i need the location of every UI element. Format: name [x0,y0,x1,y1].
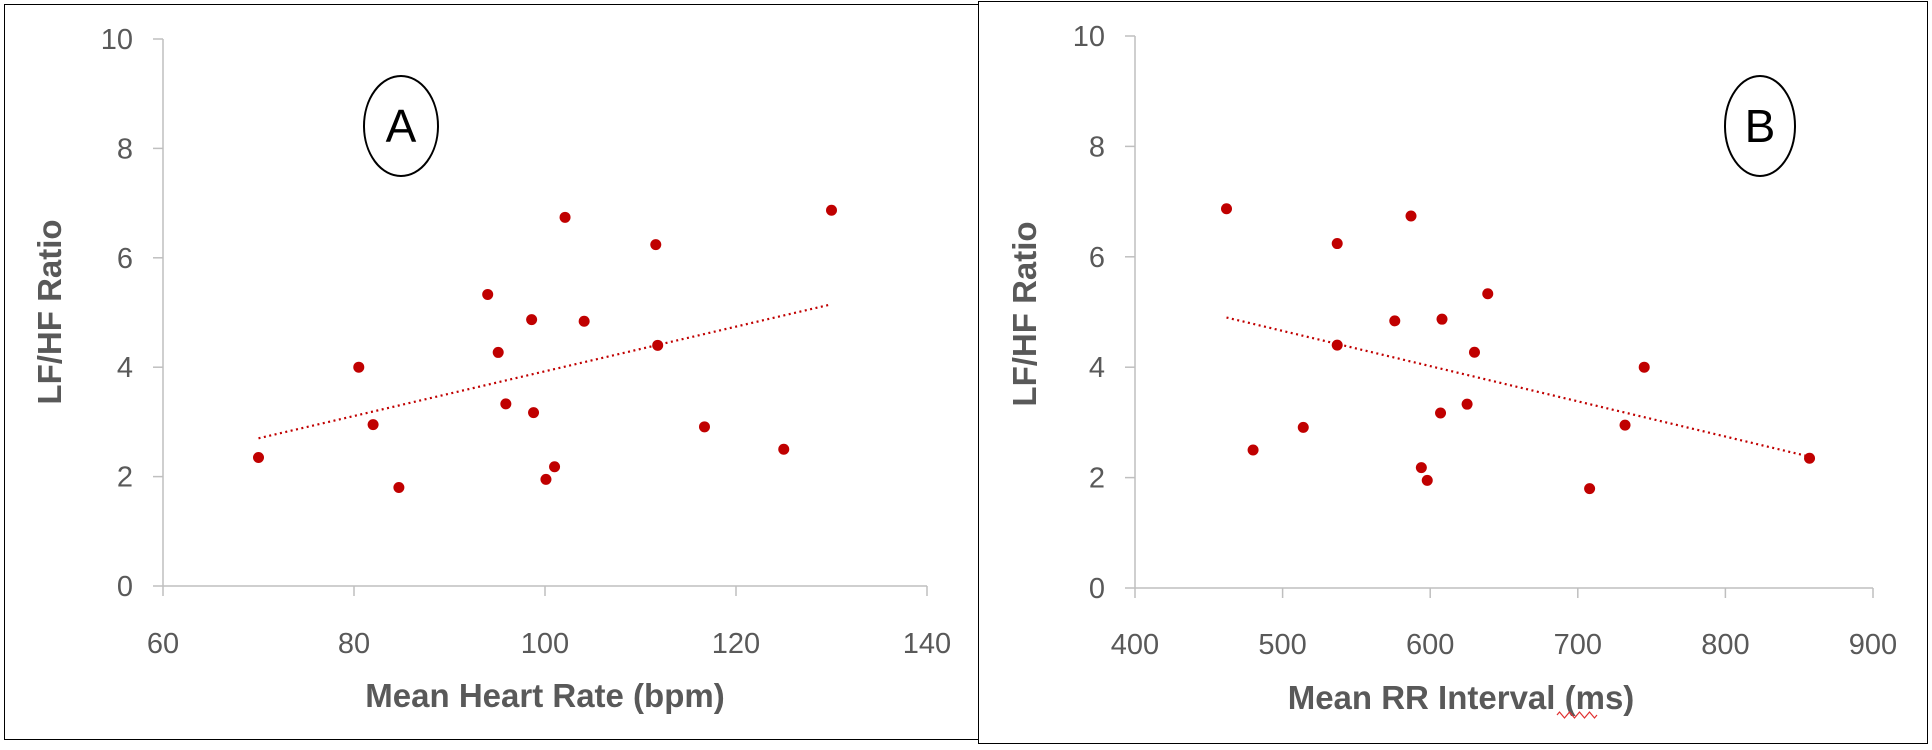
data-point [500,398,512,410]
y-tick-label: 4 [117,352,133,384]
x-tick-label: 120 [712,628,760,660]
y-tick-label: 8 [1089,131,1105,163]
data-point [578,315,590,327]
data-point [1405,210,1417,222]
data-point [1389,315,1401,327]
data-point [528,407,540,419]
spellcheck-squiggle [1556,711,1598,719]
trendline [258,303,832,440]
y-tick-label: 2 [117,462,133,494]
x-tick-label: 140 [903,628,951,660]
data-point [1619,419,1631,431]
data-point [1461,398,1473,410]
data-point [778,443,790,455]
trendline [1226,316,1810,458]
y-tick-label: 6 [117,243,133,275]
y-axis-title: LF/HF Ratio [1006,221,1043,406]
x-tick-label: 400 [1111,629,1159,661]
data-point [1584,483,1596,495]
data-point [482,288,494,300]
x-tick-label: 500 [1258,629,1306,661]
data-point [1638,361,1650,373]
data-point [492,346,504,358]
x-tick-label: 80 [338,628,370,660]
data-point [1468,346,1480,358]
data-point [540,473,552,485]
data-point [1247,444,1259,456]
data-point [1221,203,1233,215]
y-tick-label: 2 [1089,463,1105,495]
data-point [1482,288,1494,300]
data-point [549,461,561,473]
panel-label-oval [1724,75,1796,177]
data-point [353,361,365,373]
y-tick-label: 4 [1089,352,1105,384]
panel-label: B [1745,100,1776,152]
chart-b-svg: 0 2 4 6 8 10 400 500 600 700 800 900 Mean RR Interva… [1006,21,1897,719]
y-tick-label: 6 [1089,242,1105,274]
data-point [1804,452,1816,464]
y-tick-label: 0 [1089,573,1105,605]
x-tick-label: 60 [147,628,179,660]
panel-label: A [386,100,417,152]
x-axis-title: Mean Heart Rate (bpm) [365,677,724,714]
data-point [1331,238,1343,250]
y-tick-label: 10 [101,24,133,56]
x-tick-label: 800 [1701,629,1749,661]
data-point [650,239,662,251]
y-axis-title: LF/HF Ratio [31,219,68,404]
y-tick-label: 8 [117,133,133,165]
data-point [826,204,837,216]
data-point [367,419,379,431]
chart-a-svg: 0 2 4 6 8 10 60 80 100 120 140 Mean Heart Rate (bpm… [31,24,951,714]
data-point [1331,339,1343,351]
chart-panel-a: 0 2 4 6 8 10 60 80 100 120 140 Mean Heart Rate (bpm… [4,4,980,740]
data-point [1435,407,1447,419]
y-tick-label: 0 [117,571,133,603]
data-point [1436,313,1448,325]
x-tick-label: 600 [1406,629,1454,661]
chart-panel-b: 0 2 4 6 8 10 400 500 600 700 800 900 Mean RR Interva… [978,1,1928,744]
data-point [559,211,571,223]
data-point [253,451,264,463]
x-tick-label: 900 [1849,629,1897,661]
data-point [1415,462,1427,474]
x-tick-label: 100 [521,628,569,660]
y-tick-label: 10 [1073,21,1105,53]
data-point [1297,421,1309,433]
x-tick-label: 700 [1554,629,1602,661]
data-point [1421,474,1433,486]
x-axis-title: Mean RR Interval (ms) [1288,679,1635,716]
data-point [698,421,710,433]
panel-label-oval [363,75,439,177]
data-point [393,482,405,494]
data-point [652,339,664,351]
data-point [526,314,538,326]
